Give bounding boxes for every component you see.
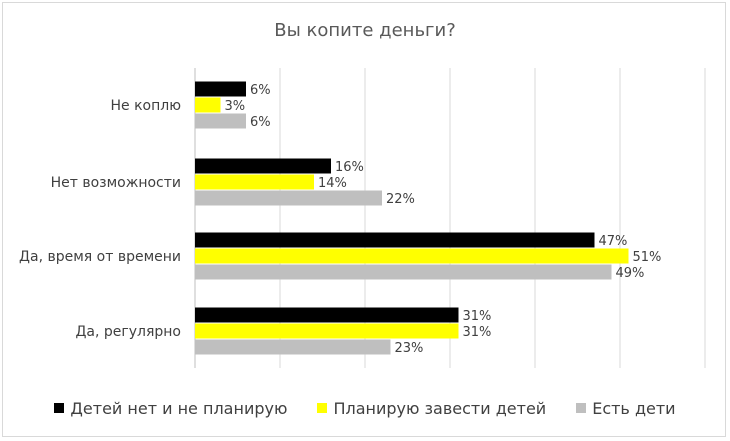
legend-item-have-children: Есть дети: [576, 398, 676, 418]
data-label: 31%: [463, 325, 492, 340]
bar: [195, 248, 629, 264]
category-label: Нет возможности: [51, 175, 181, 191]
chart-frame: [2, 2, 726, 437]
category-label: Не коплю: [111, 98, 182, 114]
bar: [195, 307, 459, 323]
bar: [195, 158, 331, 174]
data-label: 22%: [386, 192, 415, 207]
bar: [195, 339, 391, 355]
data-label: 16%: [335, 160, 364, 175]
bar: [195, 174, 314, 190]
category-label: Да, время от времени: [19, 249, 181, 265]
data-label: 31%: [463, 309, 492, 324]
chart-title: Вы копите деньги?: [274, 20, 456, 41]
bar: [195, 323, 459, 339]
category-label: Да, регулярно: [75, 324, 181, 340]
data-label: 6%: [250, 83, 271, 98]
data-label: 49%: [616, 266, 645, 281]
legend-item-no-children: Детей нет и не планирую: [54, 399, 287, 418]
legend: Детей нет и не планирую Планирую завести…: [0, 396, 730, 420]
data-label: 23%: [395, 341, 424, 356]
data-label: 6%: [250, 115, 271, 130]
bar: [195, 113, 246, 129]
bar: [195, 81, 246, 97]
legend-label: Планирую завести детей: [333, 398, 547, 418]
data-label: 47%: [599, 234, 628, 249]
legend-swatch: [317, 403, 328, 413]
data-label: 51%: [633, 250, 662, 265]
bar: [195, 190, 382, 206]
legend-swatch: [576, 403, 587, 413]
legend-label: Детей нет и не планирую: [70, 398, 288, 418]
bar: [195, 264, 612, 280]
data-label: 3%: [225, 99, 246, 114]
legend-swatch: [54, 403, 65, 413]
bar: [195, 232, 595, 248]
data-label: 14%: [318, 176, 347, 191]
legend-item-planning-children: Планирую завести детей: [317, 399, 546, 418]
bar: [195, 97, 221, 113]
legend-label: Есть дети: [592, 398, 676, 418]
